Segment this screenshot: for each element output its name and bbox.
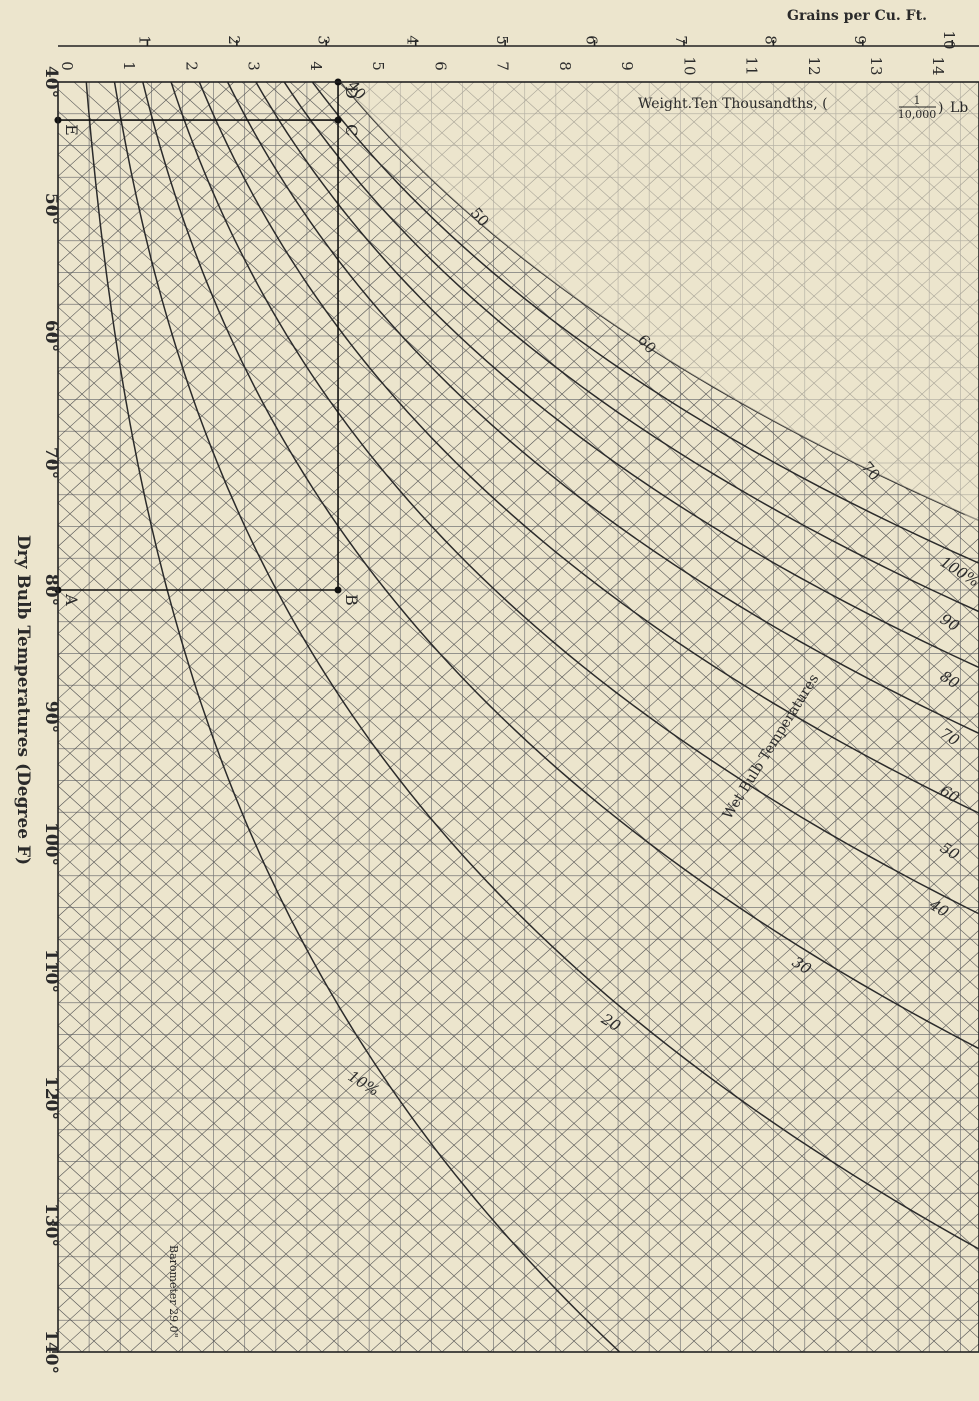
dry-bulb-tick-label: 110° [41,949,61,993]
weight-tick-label: 3 [245,61,263,71]
point-label: C [342,124,361,136]
rh-label: 70 [937,724,963,750]
dry-bulb-tick-label: 60° [41,320,61,352]
dry-bulb-tick-label: 100° [41,822,61,866]
grains-tick-label: 8 [761,35,779,45]
grains-tick-label: 2 [225,35,243,45]
dry-bulb-tick-label: 120° [41,1076,61,1120]
dry-bulb-tick-label: 50° [41,193,61,225]
point-marker [335,117,342,124]
point-label: E [62,124,81,136]
weight-fraction-den: 10,000 [898,108,937,121]
dry-bulb-tick-label: 130° [41,1203,61,1247]
rh-label: 30 [789,953,815,979]
weight-tick-label: 13 [867,56,885,75]
weight-fraction-close: ) [938,100,943,116]
grains-tick-label: 5 [493,35,511,45]
weight-axis-label: Weight.Ten Thousandths, ( [638,96,828,112]
weight-tick-label: 11 [743,56,761,75]
grains-tick-label: 10 [940,30,958,49]
dry-bulb-tick-label: 90° [41,701,61,733]
dry-bulb-tick-label: 70° [41,447,61,479]
weight-tick-label: 10 [680,56,698,75]
point-label: B [342,594,361,606]
y-axis-label: Dry Bulb Temperatures (Degree F) [13,535,33,865]
grains-tick-label: 4 [404,35,422,45]
grains-tick-label: 1 [135,35,153,45]
weight-tick-label: 2 [182,61,200,71]
weight-tick-label: 5 [369,61,387,71]
grains-tick-label: 9 [851,35,869,45]
point-label: A [62,593,81,606]
weight-fraction-num: 1 [914,94,921,107]
weight-unit-label: Lb [950,100,968,116]
weight-tick-label: 6 [431,61,449,71]
weight-tick-label: 9 [618,61,636,71]
grains-axis-label: Grains per Cu. Ft. [787,8,927,24]
dry-bulb-tick-label: 80° [41,574,61,606]
weight-tick-label: 0 [58,61,76,71]
grains-tick-label: 6 [583,35,601,45]
point-marker [335,587,342,594]
rh-label: 90 [937,610,963,636]
weight-tick-label: 14 [929,56,947,75]
rh-label: 50 [937,838,963,864]
weight-tick-label: 1 [120,61,138,71]
dry-bulb-tick-label: 140° [41,1330,61,1374]
weight-tick-label: 8 [556,61,574,71]
dry-bulb-tick-label: 40° [41,66,61,98]
barometer-annotation: Barometer 29.0" [167,1245,180,1338]
weight-tick-label: 7 [494,61,512,71]
grains-tick-label: 3 [314,35,332,45]
weight-tick-label: 4 [307,61,325,71]
weight-tick-label: 12 [805,56,823,75]
grains-tick-label: 7 [672,35,690,45]
